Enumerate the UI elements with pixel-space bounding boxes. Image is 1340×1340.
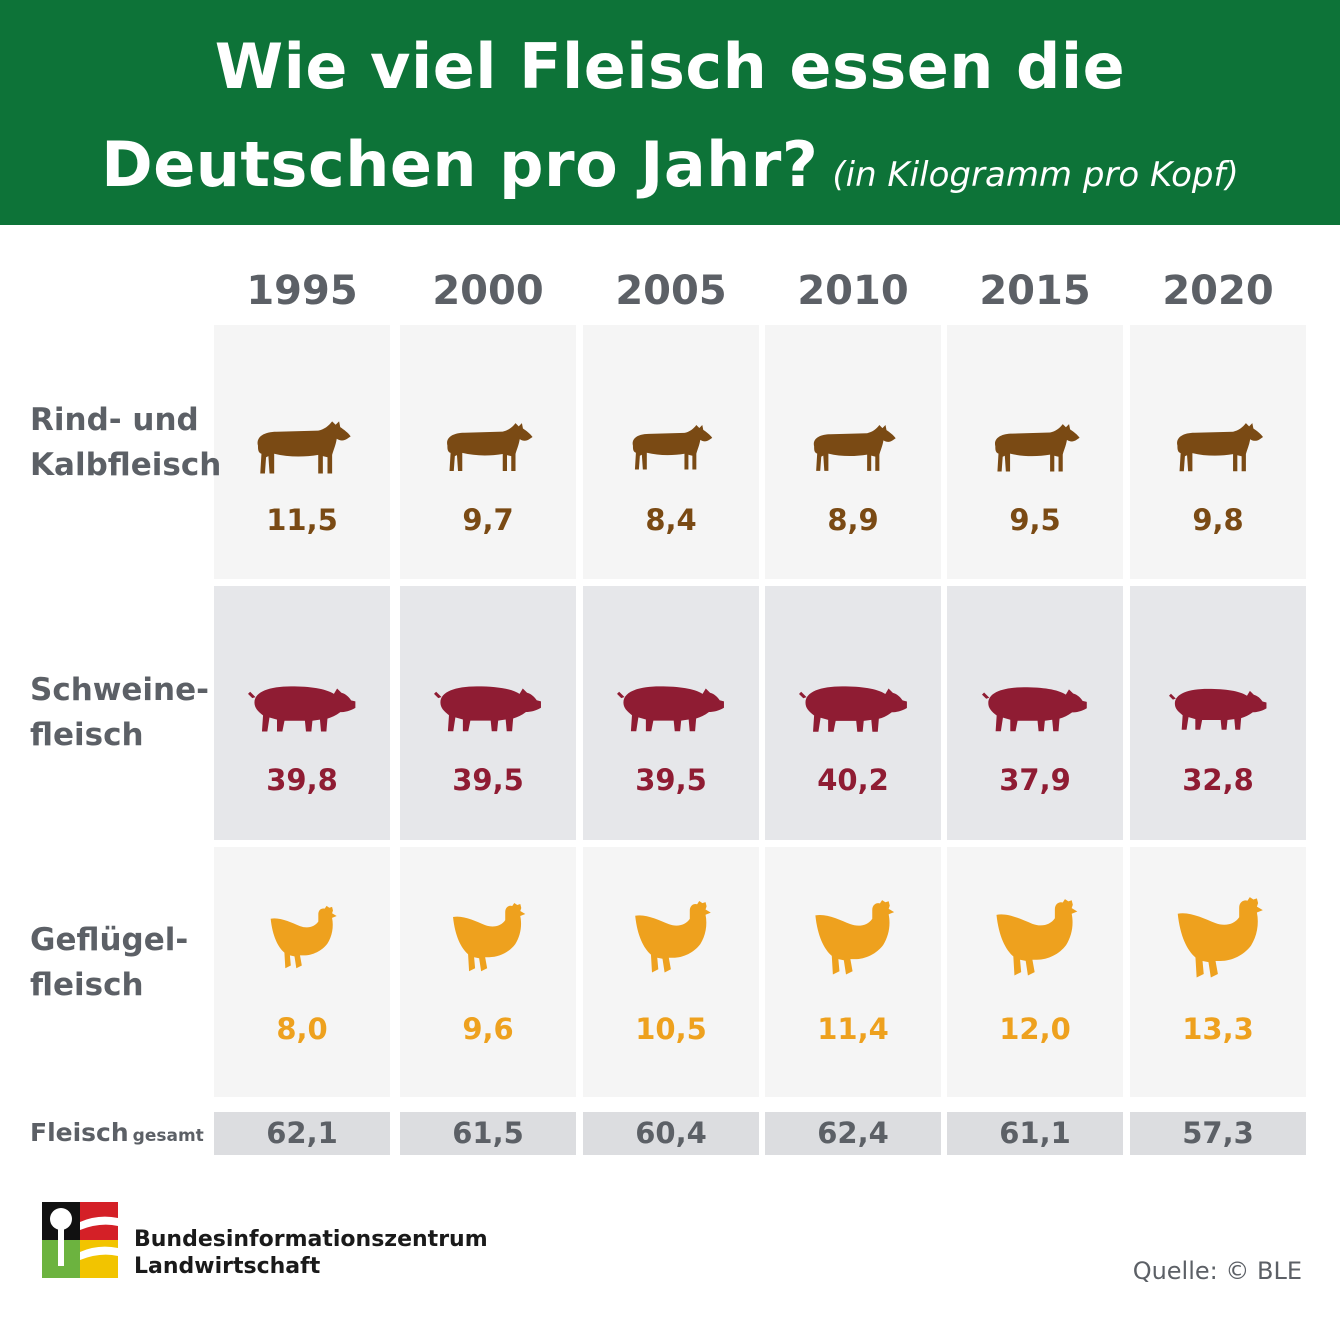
cell-chicken-2010 [765,847,941,1097]
cell-chicken-2000 [400,847,576,1097]
total-value-label: 61,5 [452,1116,524,1150]
row-label-rind-line1: Rind- und [30,402,199,438]
value-label: 13,3 [1182,1012,1254,1046]
value-label: 37,9 [999,763,1071,797]
year-header-2005: 2005 [615,268,727,314]
cell-chicken-2015 [947,847,1123,1097]
pig-icon [798,686,907,732]
total-value-label: 61,1 [999,1116,1071,1150]
row-label-gefluegel-line2: fleisch [30,967,144,1003]
value-label: 39,8 [266,763,338,797]
cell-total-2020 [1130,1112,1306,1155]
row-label-schwein: Schweine- fleisch [30,668,209,758]
pig-icon [616,686,724,732]
total-value-label: 62,1 [266,1116,338,1150]
chicken-icon [453,902,526,972]
chicken-icon [996,898,1078,976]
value-label: 9,5 [1009,503,1061,537]
total-label-sub: gesamt [132,1126,204,1146]
cell-total-2005 [583,1112,759,1155]
row-label-gefluegel: Geflügel- fleisch [30,918,188,1008]
chart-title-line2: Deutschen pro Jahr? [101,128,819,201]
year-header-2000: 2000 [432,268,544,314]
row-label-schwein-line2: fleisch [30,717,144,753]
total-value-label: 57,3 [1182,1116,1254,1150]
pig-icon [247,686,356,732]
row-label-total: Fleisch gesamt [30,1118,204,1147]
row-label-rind-line2: Kalbfleisch [30,447,222,483]
total-label-main: Fleisch [30,1118,129,1147]
cow-icon [813,424,896,471]
chart-title-line1: Wie viel Fleisch essen die [214,30,1126,103]
cell-total-2015 [947,1112,1123,1155]
cell-total-1995 [214,1112,390,1155]
row-label-schwein-line1: Schweine- [30,672,210,708]
value-label: 40,2 [817,763,889,797]
cow-icon [257,421,351,474]
cell-total-2010 [765,1112,941,1155]
pig-icon [1168,688,1267,730]
value-label: 39,5 [452,763,524,797]
value-label: 8,4 [645,503,697,537]
chicken-icon [1177,896,1263,978]
cow-icon [447,423,533,472]
value-label: 39,5 [635,763,707,797]
org-name: Bundesinformationszentrum Landwirtschaft [134,1226,488,1280]
value-label: 11,5 [266,503,338,537]
total-value-label: 62,4 [817,1116,889,1150]
year-header-2020: 2020 [1162,268,1274,314]
value-label: 9,6 [462,1012,514,1046]
cow-icon [994,423,1080,472]
value-label: 12,0 [999,1012,1071,1046]
value-label: 8,0 [276,1012,328,1046]
value-label: 11,4 [817,1012,889,1046]
cow-icon [633,425,713,470]
cell-chicken-1995 [214,847,390,1097]
year-header-1995: 1995 [246,268,358,314]
row-label-gefluegel-line1: Geflügel- [30,922,189,958]
value-label: 9,8 [1192,503,1244,537]
pig-icon [982,687,1087,732]
value-label: 32,8 [1182,763,1254,797]
year-header-2015: 2015 [979,268,1091,314]
source-note: Quelle: © BLE [1132,1257,1302,1285]
cell-chicken-2005 [583,847,759,1097]
chicken-icon [815,899,895,975]
chicken-icon [634,901,711,973]
chart-title-line2-wrap: Deutschen pro Jahr? (in Kilogramm pro Kop… [0,128,1340,201]
value-label: 9,7 [462,503,514,537]
year-header-2010: 2010 [797,268,909,314]
org-name-line2: Landwirtschaft [134,1254,321,1279]
cell-chicken-2020 [1130,847,1306,1097]
cow-icon [1176,423,1263,472]
unit-note: (in Kilogramm pro Kopf) [832,155,1239,195]
total-value-label: 60,4 [635,1116,707,1150]
value-label: 10,5 [635,1012,707,1046]
cell-total-2000 [400,1112,576,1155]
value-label: 8,9 [827,503,879,537]
org-name-line1: Bundesinformationszentrum [134,1227,488,1252]
chicken-icon [270,905,337,969]
ble-logo-icon [42,1202,118,1278]
header-banner: Wie viel Fleisch essen die Deutschen pro… [0,0,1340,225]
pig-icon [433,686,541,732]
row-label-rind: Rind- und Kalbfleisch [30,398,221,488]
